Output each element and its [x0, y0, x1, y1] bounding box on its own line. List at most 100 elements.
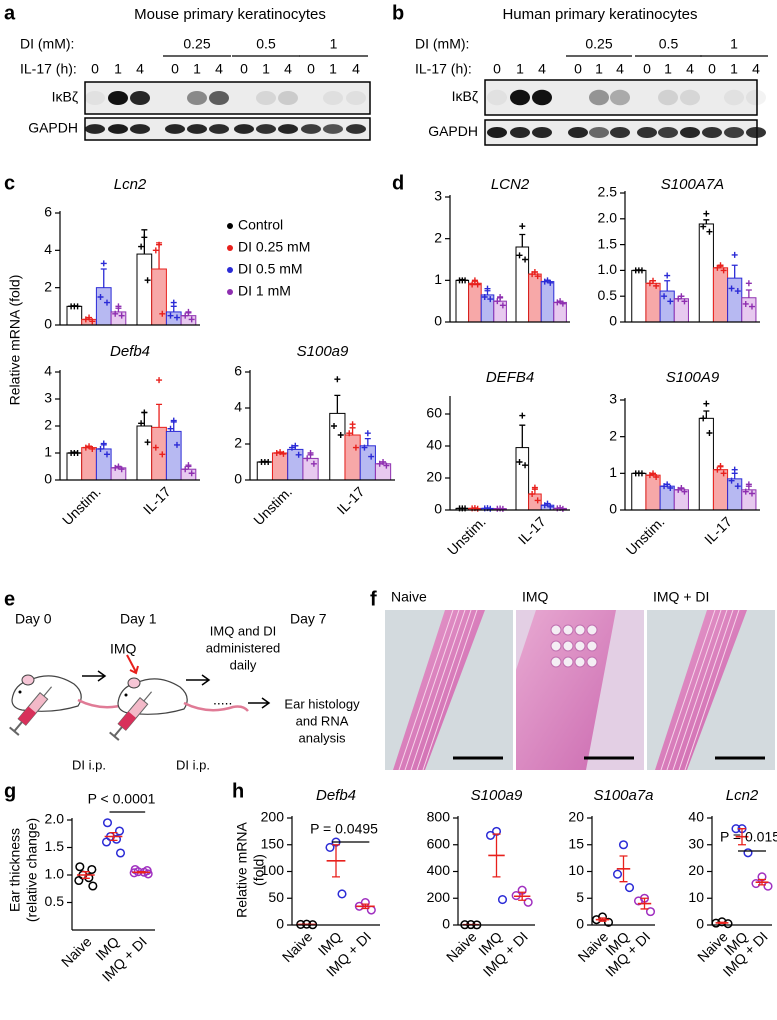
- bar: [631, 472, 647, 511]
- bar: [271, 452, 289, 481]
- y-tick-label: 15: [568, 835, 584, 851]
- data-point: [188, 316, 195, 323]
- dose-value: 0.5: [256, 36, 276, 52]
- y-tick-label: 0.5: [45, 893, 65, 909]
- data-point: [366, 905, 376, 915]
- y-axis-label: Relative mRNA (fold): [7, 275, 23, 406]
- y-tick-label: 1: [44, 444, 52, 460]
- chart-title: Defb4: [316, 787, 356, 804]
- error-bar: [703, 219, 710, 224]
- data-point: [152, 247, 159, 254]
- data-point: [494, 298, 501, 305]
- time-value: 0: [708, 61, 716, 77]
- y-tick-label: 40: [688, 809, 704, 825]
- data-point: [68, 303, 75, 310]
- chart-title: Lcn2: [114, 176, 147, 193]
- data-point: [618, 840, 629, 850]
- data-point: [103, 299, 110, 306]
- data-point: [743, 848, 753, 858]
- bar: [673, 298, 689, 323]
- data-point: [380, 459, 387, 465]
- data-point: [334, 376, 341, 383]
- p-value: P = 0.0495: [310, 821, 378, 837]
- data-point: [706, 430, 713, 436]
- y-tick-label: 4: [44, 363, 52, 379]
- data-point: [156, 377, 163, 384]
- data-point: [456, 277, 463, 284]
- data-point: [728, 477, 735, 484]
- time-label: IL-17 (h):: [20, 61, 77, 77]
- daily-text: daily: [230, 657, 257, 672]
- blot-band: [680, 89, 700, 106]
- y-tick-label: 0: [234, 471, 242, 487]
- bar: [727, 478, 743, 511]
- blot-band: [108, 124, 128, 134]
- data-point: [103, 451, 110, 458]
- tissue-cell: [550, 624, 562, 636]
- day-label: Day 7: [290, 611, 327, 627]
- panel-label: f: [370, 588, 377, 610]
- readout-text: and RNA: [296, 713, 349, 728]
- tissue-cell: [586, 640, 598, 652]
- legend-marker: [227, 267, 233, 273]
- data-point: [516, 252, 523, 259]
- data-point: [638, 267, 645, 274]
- tissue-fiber: [422, 609, 478, 771]
- time-value: 0: [240, 61, 248, 77]
- error-bar: [81, 871, 90, 879]
- blot-band: [610, 89, 630, 106]
- error-bar: [334, 394, 341, 414]
- data-point: [159, 451, 166, 458]
- data-point: [714, 466, 721, 473]
- blot-band: [130, 124, 150, 134]
- data-point: [118, 312, 125, 319]
- y-axis-label: Relative mRNA: [234, 822, 250, 918]
- tissue: [393, 610, 485, 770]
- data-point: [522, 256, 529, 263]
- blot-band: [510, 127, 530, 138]
- data-point: [742, 300, 749, 307]
- y-tick-label: 0: [576, 916, 584, 932]
- data-point: [111, 834, 122, 844]
- data-point: [115, 303, 122, 310]
- chart-title: Defb4: [110, 343, 150, 360]
- time-value: 0: [171, 61, 179, 77]
- y-tick-label: 1.0: [598, 261, 618, 277]
- data-point: [462, 277, 469, 284]
- error-bar: [137, 871, 146, 874]
- blot-band: [510, 89, 530, 106]
- data-point: [681, 298, 688, 305]
- tissue-fiber: [416, 609, 472, 771]
- data-point: [667, 485, 674, 491]
- data-point: [612, 869, 623, 879]
- data-point: [681, 488, 688, 495]
- error-bar: [745, 289, 752, 298]
- y-tick-label: 0: [434, 313, 442, 329]
- data-point: [325, 842, 335, 852]
- y-tick-label: 4: [44, 241, 52, 257]
- tissue-fiber: [410, 609, 466, 771]
- tissue-fiber: [666, 609, 722, 771]
- bar: [468, 282, 482, 323]
- y-tick-label: 6: [234, 363, 242, 379]
- data-point: [485, 830, 496, 840]
- error-bar: [349, 427, 356, 435]
- tissue-cell: [550, 656, 562, 668]
- data-point: [667, 298, 674, 305]
- bar: [344, 434, 361, 481]
- day-label: Day 1: [120, 611, 157, 627]
- readout-text: Ear histology: [284, 696, 360, 711]
- data-point: [731, 466, 738, 473]
- data-point: [603, 917, 614, 927]
- x-tick-label: Naive: [58, 933, 95, 970]
- blot-band: [637, 127, 657, 138]
- y-tick-label: 1.5: [45, 838, 65, 854]
- data-point: [632, 267, 639, 274]
- x-tick-label: IL-17: [515, 513, 549, 547]
- data-point: [337, 889, 347, 899]
- data-point: [745, 280, 752, 287]
- tissue-cell: [550, 640, 562, 652]
- y-tick-label: 3: [609, 391, 617, 407]
- bar: [698, 223, 714, 323]
- bar: [95, 448, 112, 481]
